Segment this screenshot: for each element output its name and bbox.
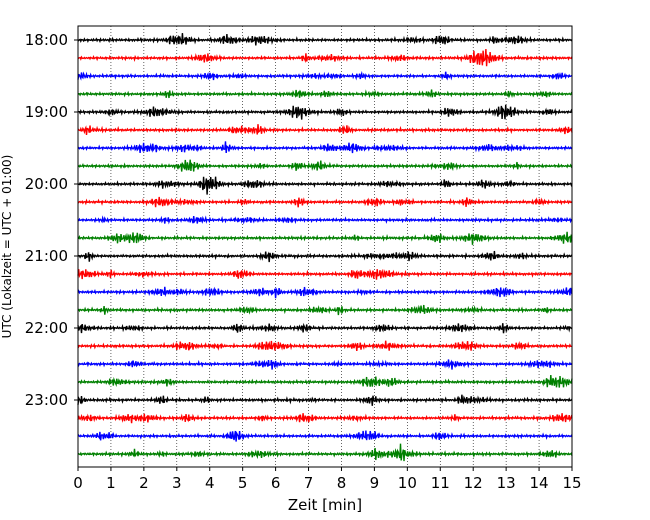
trace-1800: [77, 33, 573, 46]
trace-1945: [77, 159, 573, 172]
y-tick-label: 18:00: [25, 31, 68, 49]
x-tick-label: 13: [497, 474, 516, 492]
x-tick-label: 10: [398, 474, 417, 492]
x-tick-label: 2: [139, 474, 149, 492]
x-tick-label: 5: [238, 474, 248, 492]
y-tick-label: 23:00: [25, 391, 68, 409]
x-axis-ticks: 0 1 2 3 4 5 6 7 8 9 10 11 12 13 14 15: [73, 467, 582, 492]
plot-frame: [77, 25, 573, 468]
x-tick-label: 6: [271, 474, 281, 492]
trace-2100: [77, 250, 573, 263]
seismogram-traces: [77, 33, 573, 462]
x-tick-label: 15: [562, 474, 581, 492]
x-tick-label: 0: [73, 474, 83, 492]
trace-1830: [77, 70, 573, 81]
trace-2300: [77, 394, 573, 406]
x-tick-label: 12: [464, 474, 483, 492]
trace-2345: [77, 443, 573, 462]
trace-2145: [77, 304, 573, 316]
trace-2115: [77, 268, 573, 280]
trace-1845: [77, 89, 573, 99]
y-tick-label: 21:00: [25, 247, 68, 265]
trace-2315: [77, 413, 573, 424]
trace-2030: [77, 215, 573, 225]
x-tick-label: 4: [205, 474, 215, 492]
y-tick-label: 22:00: [25, 319, 68, 337]
trace-2015: [77, 196, 573, 208]
trace-2000: [77, 176, 573, 195]
trace-2245: [77, 374, 573, 388]
x-tick-label: 3: [172, 474, 182, 492]
y-axis-label: UTC (Lokalzeit = UTC + 01:00): [0, 155, 14, 339]
trace-2215: [77, 340, 573, 352]
trace-1915: [77, 124, 573, 135]
trace-1930: [77, 141, 573, 154]
y-tick-label: 20:00: [25, 175, 68, 193]
x-tick-label: 1: [106, 474, 116, 492]
trace-2130: [77, 286, 573, 299]
trace-1900: [77, 104, 573, 120]
y-tick-label: 19:00: [25, 103, 68, 121]
trace-2330: [77, 430, 573, 442]
x-tick-label: 11: [431, 474, 450, 492]
trace-1815: [77, 48, 573, 67]
x-tick-label: 9: [370, 474, 380, 492]
x-tick-label: 7: [304, 474, 314, 492]
x-tick-label: 14: [530, 474, 549, 492]
x-tick-label: 8: [337, 474, 347, 492]
x-axis-label: Zeit [min]: [288, 496, 362, 514]
trace-2045: [77, 231, 573, 245]
trace-2230: [77, 359, 573, 370]
y-axis-ticks: 18:00 19:00 20:00 21:00 22:00 23:00: [25, 31, 78, 409]
trace-2200: [77, 322, 573, 334]
